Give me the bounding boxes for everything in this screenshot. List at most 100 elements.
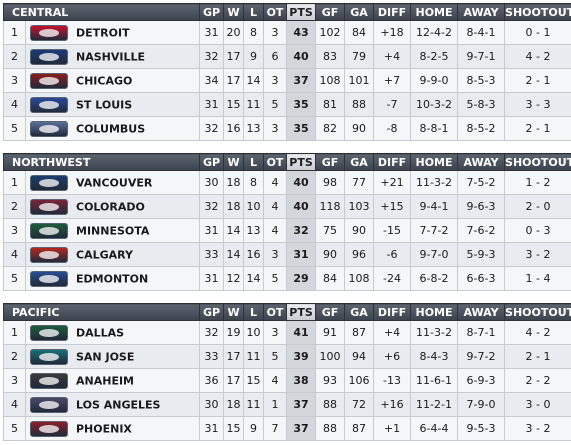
column-header-gp[interactable]: GP	[199, 303, 225, 321]
stat-home: 11-3-2	[410, 170, 459, 195]
stat-shootout: 4 - 2	[504, 320, 571, 345]
stat-away: 9-7-2	[457, 344, 506, 369]
column-header-gf[interactable]: GF	[315, 303, 346, 321]
stat-gp: 36	[199, 368, 225, 393]
team-name-link[interactable]: COLORADO	[76, 200, 145, 213]
column-header-ot[interactable]: OT	[263, 153, 288, 171]
stat-home: 10-3-2	[410, 92, 459, 117]
team-name-link[interactable]: LOS ANGELES	[76, 398, 161, 411]
stat-shootout: 4 - 2	[504, 44, 571, 69]
rank-cell: 3	[3, 368, 26, 393]
division-pacific: PACIFIC GP W L OT PTS GF GA DIFF HOME AWAY SHOOTOUT…	[2, 303, 571, 441]
team-name-link[interactable]: MINNESOTA	[76, 224, 150, 237]
stat-ot: 6	[263, 44, 288, 69]
stat-l: 14	[243, 68, 265, 93]
table-row: 3 MINNESOTA 31 14 13 4 32 75 90 -15 7-7-2 7-6-2 0 - …	[3, 218, 571, 243]
team-name-link[interactable]: CHICAGO	[76, 74, 133, 87]
column-header-diff[interactable]: DIFF	[373, 303, 412, 321]
column-header-w[interactable]: W	[223, 153, 245, 171]
stat-gf: 84	[315, 266, 346, 291]
team-name-link[interactable]: ST LOUIS	[76, 98, 133, 111]
stat-home: 8-8-1	[410, 116, 459, 141]
column-header-shootout[interactable]: SHOOTOUT	[504, 3, 571, 21]
team-name-link[interactable]: DETROIT	[76, 26, 130, 39]
column-header-pts[interactable]: PTS	[286, 153, 317, 171]
stat-w: 16	[223, 116, 245, 141]
stat-pts: 39	[286, 344, 317, 369]
column-header-ga[interactable]: GA	[344, 303, 375, 321]
stat-w: 17	[223, 368, 245, 393]
stat-home: 7-7-2	[410, 218, 459, 243]
column-header-diff[interactable]: DIFF	[373, 3, 412, 21]
stat-home: 11-3-2	[410, 320, 459, 345]
stat-home: 6-4-4	[410, 416, 459, 441]
column-header-ga[interactable]: GA	[344, 153, 375, 171]
column-header-home[interactable]: HOME	[410, 3, 459, 21]
table-row: 2 NASHVILLE 32 17 9 6 40 83 79 +4 8-2-5 9-7-1 4 - 2	[3, 44, 571, 69]
column-header-ot[interactable]: OT	[263, 303, 288, 321]
stat-ot: 5	[263, 266, 288, 291]
stat-gp: 31	[199, 416, 225, 441]
column-header-pts[interactable]: PTS	[286, 3, 317, 21]
team-name-link[interactable]: SAN JOSE	[76, 350, 135, 363]
team-name-link[interactable]: DALLAS	[76, 326, 125, 339]
stat-gf: 82	[315, 116, 346, 141]
column-header-home[interactable]: HOME	[410, 303, 459, 321]
stat-l: 14	[243, 266, 265, 291]
column-header-diff[interactable]: DIFF	[373, 153, 412, 171]
team-name-link[interactable]: NASHVILLE	[76, 50, 145, 63]
team-name-link[interactable]: PHOENIX	[76, 422, 132, 435]
column-header-gf[interactable]: GF	[315, 3, 346, 21]
stat-w: 18	[223, 392, 245, 417]
stat-away: 8-7-1	[457, 320, 506, 345]
stat-diff: -8	[373, 116, 412, 141]
stat-l: 16	[243, 242, 265, 267]
header-row: PACIFIC GP W L OT PTS GF GA DIFF HOME AWAY SHOOTOUT	[2, 303, 571, 321]
team-name-link[interactable]: COLUMBUS	[76, 122, 146, 135]
stat-pts: 40	[286, 194, 317, 219]
team-logo-icon	[30, 174, 68, 191]
stat-gf: 90	[315, 242, 346, 267]
stat-diff: +7	[373, 68, 412, 93]
column-header-pts[interactable]: PTS	[286, 303, 317, 321]
team-name-link[interactable]: CALGARY	[76, 248, 133, 261]
column-header-shootout[interactable]: SHOOTOUT	[504, 153, 571, 171]
column-header-away[interactable]: AWAY	[457, 3, 506, 21]
division-title: PACIFIC	[2, 303, 201, 321]
column-header-home[interactable]: HOME	[410, 153, 459, 171]
stat-gp: 31	[199, 266, 225, 291]
team-cell: DETROIT	[24, 20, 201, 45]
rank-cell: 4	[3, 392, 26, 417]
stat-gf: 88	[315, 416, 346, 441]
stat-gf: 118	[315, 194, 346, 219]
column-header-ot[interactable]: OT	[263, 3, 288, 21]
column-header-l[interactable]: L	[243, 3, 265, 21]
stat-away: 5-9-3	[457, 242, 506, 267]
team-cell: CALGARY	[24, 242, 201, 267]
stat-gp: 30	[199, 170, 225, 195]
column-header-l[interactable]: L	[243, 303, 265, 321]
column-header-gf[interactable]: GF	[315, 153, 346, 171]
team-cell: NASHVILLE	[24, 44, 201, 69]
stat-shootout: 1 - 2	[504, 170, 571, 195]
team-name-link[interactable]: VANCOUVER	[76, 176, 153, 189]
stat-ot: 4	[263, 170, 288, 195]
column-header-gp[interactable]: GP	[199, 3, 225, 21]
team-cell: COLUMBUS	[24, 116, 201, 141]
column-header-l[interactable]: L	[243, 153, 265, 171]
column-header-gp[interactable]: GP	[199, 153, 225, 171]
stat-away: 7-9-0	[457, 392, 506, 417]
column-header-away[interactable]: AWAY	[457, 153, 506, 171]
column-header-w[interactable]: W	[223, 3, 245, 21]
column-header-shootout[interactable]: SHOOTOUT	[504, 303, 571, 321]
stat-home: 11-2-1	[410, 392, 459, 417]
column-header-ga[interactable]: GA	[344, 3, 375, 21]
column-header-w[interactable]: W	[223, 303, 245, 321]
team-logo-icon	[30, 222, 68, 239]
division-central: CENTRAL GP W L OT PTS GF GA DIFF HOME AWAY SHOOTOUT…	[2, 3, 571, 141]
team-name-link[interactable]: ANAHEIM	[76, 374, 134, 387]
team-name-link[interactable]: EDMONTON	[76, 272, 149, 285]
team-logo-icon	[30, 348, 68, 365]
stat-away: 6-9-3	[457, 368, 506, 393]
column-header-away[interactable]: AWAY	[457, 303, 506, 321]
